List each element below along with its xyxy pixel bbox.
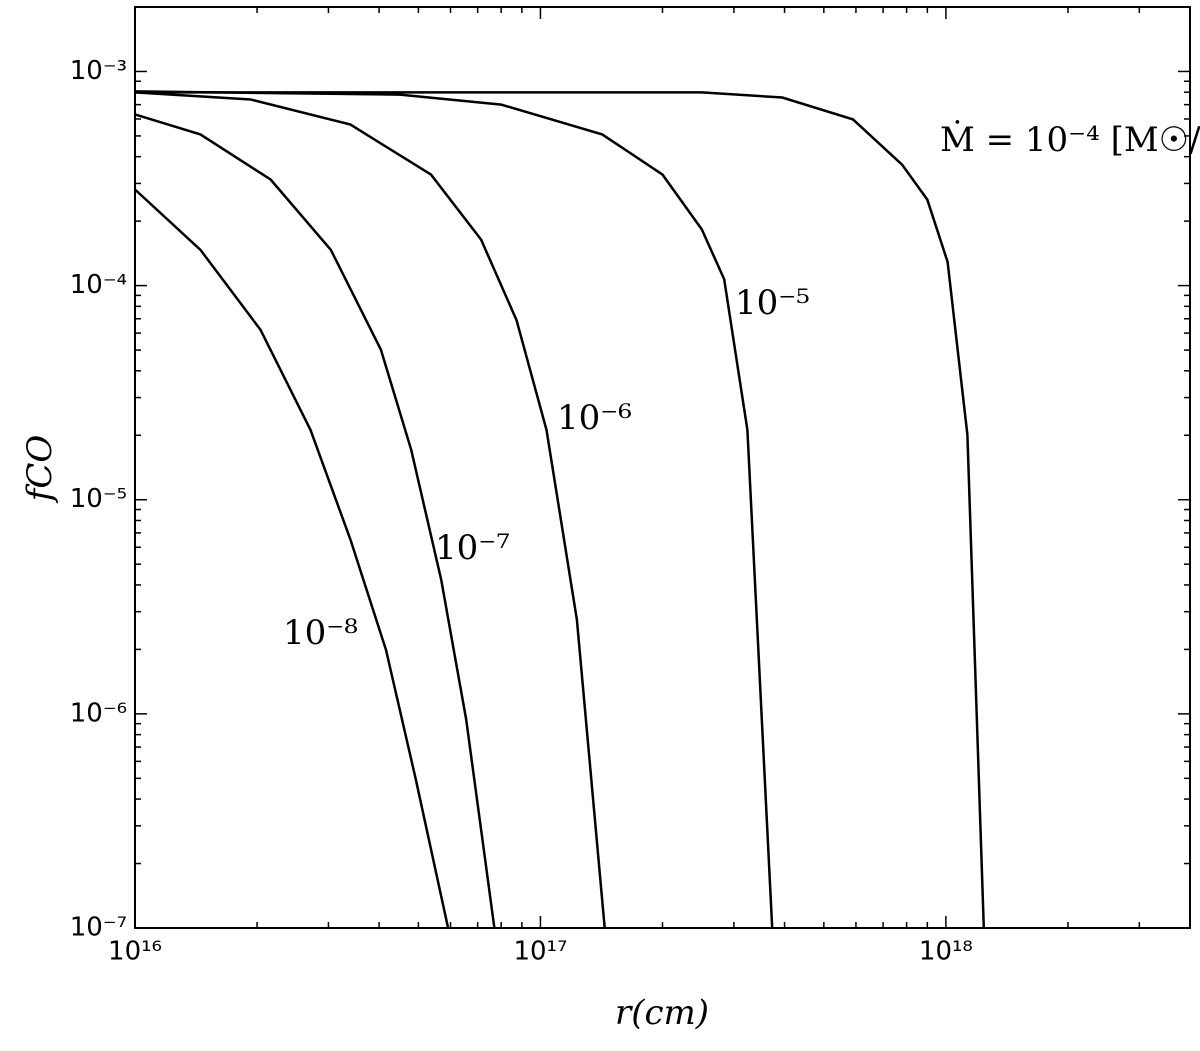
x-axis-label: r(cm) <box>615 993 709 1033</box>
y-tick-label: 10⁻³ <box>70 56 127 86</box>
x-tick-label: 10¹⁶ <box>108 937 162 967</box>
y-tick-label: 10⁻⁴ <box>70 270 127 300</box>
plot-frame <box>134 6 1191 929</box>
series-label: 10⁻⁶ <box>557 398 632 438</box>
series-label: 10⁻⁸ <box>283 613 358 653</box>
y-tick-label: 10⁻⁶ <box>70 698 127 728</box>
line <box>134 90 774 929</box>
line <box>134 113 496 929</box>
annotation: Ṁ = 10⁻⁴ [M☉/yr] <box>940 120 1200 160</box>
series-label: 10⁻⁵ <box>735 283 810 323</box>
y-axis-label: fCO <box>20 435 60 505</box>
line <box>134 91 606 929</box>
series-label: 10⁻⁷ <box>435 528 510 568</box>
y-tick-label: 10⁻⁷ <box>70 913 127 943</box>
x-tick-label: 10¹⁷ <box>513 937 567 967</box>
y-tick-label: 10⁻⁵ <box>70 484 127 514</box>
line <box>135 91 986 929</box>
line <box>134 188 450 929</box>
x-tick-label: 10¹⁸ <box>919 937 973 967</box>
